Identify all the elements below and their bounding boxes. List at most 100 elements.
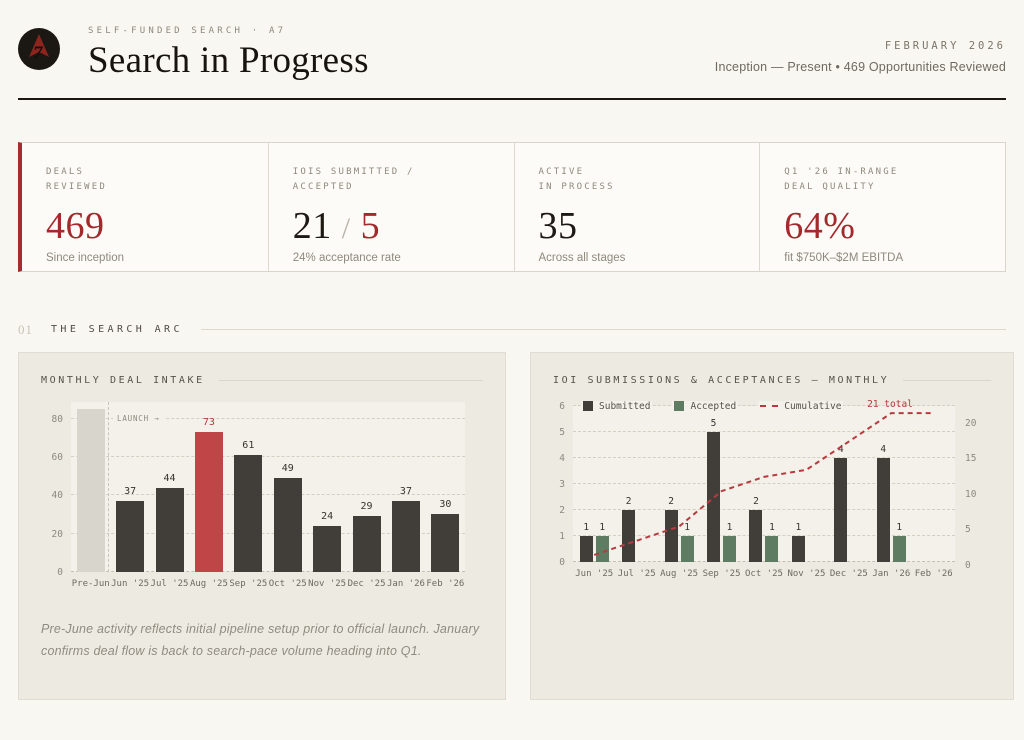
stat-card-deals-reviewed: DEALS REVIEWED 469 Since inception [22, 143, 268, 271]
bar-wrap: 1 [791, 406, 805, 562]
bar-value-label: 1 [896, 521, 903, 533]
stat-label-line2: IN PROCESS [538, 182, 615, 193]
bar-value-label: 2 [753, 495, 759, 507]
bar-value-label: 1 [684, 521, 690, 533]
legend-item-cumulative: Cumulative [758, 400, 844, 412]
bar-wrap: 2 [664, 406, 678, 562]
bar-group: 4 [828, 406, 870, 562]
bar-wrap: 1 [680, 406, 694, 562]
accepted-bar [680, 535, 694, 562]
section-title: THE SEARCH ARC [51, 324, 183, 336]
bar-value-label: 5 [710, 417, 717, 429]
y-tick-label: 5 [559, 426, 565, 438]
bar [234, 455, 263, 572]
stat-value-accepted: 5 [360, 205, 381, 248]
y-tick-label: 0 [559, 556, 565, 568]
stat-card-iois: IOIS SUBMITTED / ACCEPTED 21 / 5 24% acc… [267, 142, 514, 271]
bar-wrap: 1 [723, 406, 737, 562]
bar-value-label: 30 [439, 499, 452, 511]
bar-wrap: 2 [622, 406, 636, 562]
stat-label: IOIS SUBMITTED / ACCEPTED [293, 165, 490, 197]
right-y-tick-label: 0 [965, 559, 971, 571]
bar-value-label: 37 [124, 486, 137, 498]
eyebrow-label: SELF-FUNDED SEARCH · A7 [88, 26, 287, 36]
y-tick-label: 4 [559, 452, 565, 464]
bar-slot: 37 [386, 402, 425, 572]
bar [431, 514, 460, 572]
x-tick-label: Sep '25 [702, 568, 741, 579]
gridline [573, 508, 955, 510]
gridline [71, 532, 465, 534]
x-tick-label: Oct '25 [268, 578, 307, 589]
bar-value-label: 44 [163, 472, 176, 484]
cumulative-line [593, 411, 934, 556]
bar-slot: 73 [189, 402, 228, 572]
header-divider [18, 97, 1006, 100]
stat-value: 64% [784, 205, 856, 248]
stat-label: Q1 '26 IN-RANGE DEAL QUALITY [784, 165, 981, 197]
bar-value-label: 1 [769, 521, 775, 533]
panel-title: IOI SUBMISSIONS & ACCEPTANCES — MONTHLY [553, 374, 890, 386]
submitted-bar [707, 431, 721, 562]
stat-label-line1: IOIS SUBMITTED / [292, 166, 415, 177]
stat-sub: Across all stages [538, 252, 626, 265]
accepted-swatch-icon [674, 401, 685, 412]
bar-value-label: 4 [837, 443, 844, 455]
bar-value-label: 37 [399, 486, 412, 498]
bar-slot: 24 [307, 402, 346, 572]
bar-value-label: 85 [71, 402, 110, 406]
bar-slot: 30 [426, 402, 465, 572]
stat-label-line2: ACCEPTED [292, 182, 354, 193]
x-tick-label: Dec '25 [829, 568, 868, 579]
y-tick-label: 80 [51, 413, 63, 425]
legend-label: Accepted [690, 400, 737, 412]
bar-wrap: 1 [892, 406, 906, 562]
bar-value-label: 1 [583, 521, 590, 533]
bar [194, 432, 223, 572]
bar-slot: 29 [347, 402, 386, 572]
bar-group: 1 [785, 406, 827, 562]
stat-value-submitted: 21 [292, 205, 332, 248]
bar-wrap: 5 [707, 406, 721, 562]
panel-head: IOI SUBMISSIONS & ACCEPTANCES — MONTHLY [553, 375, 991, 386]
x-tick-label: Nov '25 [787, 568, 826, 579]
stat-label-line1: DEALS [46, 166, 85, 177]
bar-wrap: 2 [749, 406, 763, 562]
gridline [71, 417, 465, 419]
bar-wrap: 1 [579, 406, 593, 562]
x-tick-label: Jul '25 [150, 578, 189, 589]
ioi-plot: Submitted Accepted Cumulative 21 total 1… [573, 399, 955, 562]
bar [273, 478, 302, 572]
stat-card-active: ACTIVE IN PROCESS 35 Across all stages [513, 142, 760, 271]
stat-sub: fit $750K–$2M EBITDA [784, 252, 904, 265]
x-tick-label: Dec '25 [347, 578, 386, 589]
submitted-swatch-icon [583, 401, 593, 412]
axis-baseline [71, 570, 465, 572]
bar-value-label: 61 [242, 440, 255, 452]
stat-sub: Since inception [46, 252, 124, 265]
bar-value-label: 1 [599, 521, 606, 533]
deal-intake-yaxis: 0 20 40 60 80 [41, 402, 71, 578]
bar-slot: 44 [150, 402, 189, 572]
header-right: FEBRUARY 2026 Inception — Present • 469 … [715, 40, 1006, 74]
x-tick-label: Jul '25 [617, 568, 656, 579]
bar [391, 501, 420, 572]
right-y-tick-label: 20 [965, 417, 977, 429]
deal-intake-xaxis: Pre-Jun Jun '25 Jul '25 Aug '25 Sep '25 Oct '… [71, 579, 465, 589]
chart-legend: Submitted Accepted Cumulative [581, 400, 844, 412]
page-title: Search in Progress [88, 40, 369, 81]
ioi-xaxis: Jun '25 Jul '25 Aug '25 Sep '25 Oct '25 Nov '… [573, 569, 955, 579]
gridline [573, 456, 955, 458]
ioi-yaxis-left: 0 1 2 3 4 5 6 [553, 401, 573, 568]
bar-wrap: 4 [876, 406, 890, 562]
right-y-tick-label: 15 [965, 453, 977, 465]
legend-label: Submitted [599, 400, 651, 412]
bar-value-label: 2 [668, 495, 674, 507]
y-tick-label: 6 [559, 400, 565, 412]
legend-label: Cumulative [784, 400, 842, 412]
